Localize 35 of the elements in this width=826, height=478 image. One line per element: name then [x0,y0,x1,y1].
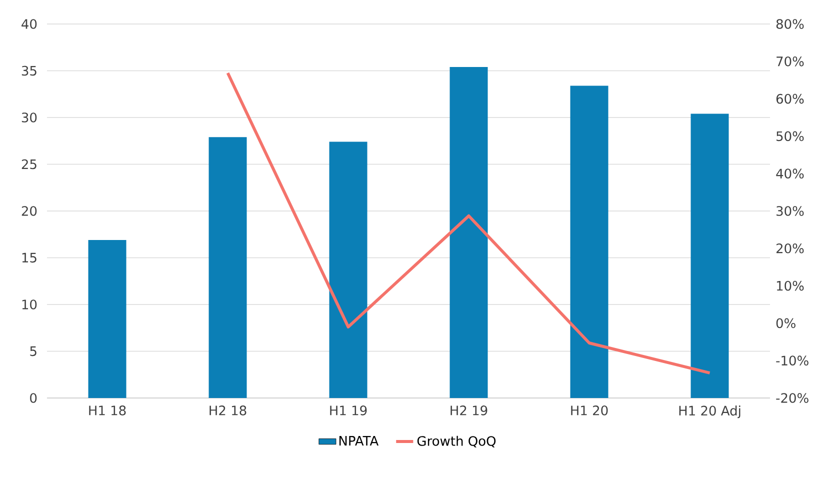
y2-tick-label: 20% [776,243,804,254]
bar [450,67,488,398]
y-tick-label: 10 [22,300,37,310]
y-tick-label: 15 [22,252,36,263]
y-tick-label: 20 [22,206,37,216]
y-tick-label: 40 [22,19,37,29]
y2-tick-label: -10% [776,356,808,366]
y2-tick-label: -20% [776,393,808,403]
y2-tick-label: 60% [776,94,804,104]
y-tick-label: 35 [22,66,36,76]
y-tick-label: 5 [30,346,36,356]
y2-tick-label: 0% [776,318,796,328]
x-tick-label: H1 18 [89,406,126,416]
line-series [226,71,712,374]
x-tick-label: H1 20 [571,406,608,416]
x-tick-label: H2 18 [210,406,246,416]
bar [329,142,368,398]
bar [690,114,729,398]
y2-tick-label: 40% [776,168,804,179]
bar [208,137,247,398]
y2-tick-label: 30% [776,206,804,216]
y2-tick-label: 10% [776,280,804,291]
x-tick-label: H1 20 Adj [679,406,740,418]
y-tick-label: 25 [22,159,36,170]
legend-label: NPATA [339,436,379,446]
legend-label: Growth QoQ [417,436,496,448]
y2-tick-label: 50% [776,131,804,142]
x-tick-label: H1 19 [330,406,367,416]
y-tick-label: 0 [30,393,37,403]
y2-tick-label: 80% [776,19,804,29]
y2-tick-label: 70% [776,56,804,66]
bar [88,240,126,398]
bar [570,86,608,398]
x-tick-label: H2 19 [450,406,488,416]
y-tick-label: 30 [22,112,37,122]
